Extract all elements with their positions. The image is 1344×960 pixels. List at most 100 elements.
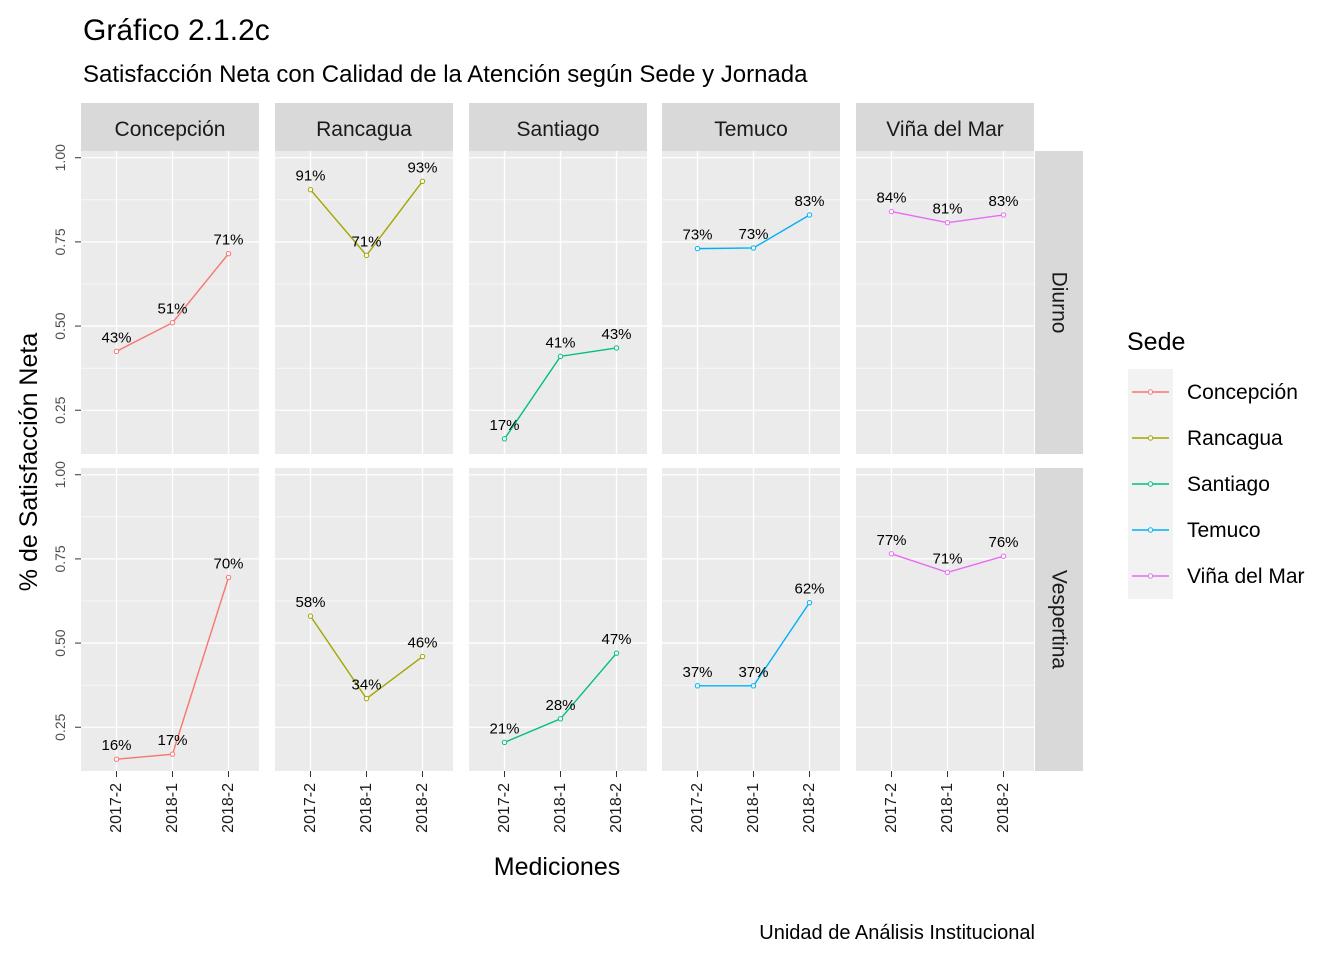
x-tick-label: 2017-2 (108, 783, 125, 833)
column-strip-label: Concepción (115, 118, 226, 141)
x-tick-label: 2018-1 (552, 783, 569, 833)
y-axis-row-2: 0.25 0.50 0.75 1.00 (52, 461, 81, 741)
data-label: 76% (988, 534, 1018, 551)
y-tick-label: 0.75 (52, 545, 68, 572)
legend-item-concepcion: Concepción (1128, 369, 1298, 415)
panel-temuco-diurno: 73% 73% 83% (662, 151, 840, 454)
panel-background (662, 468, 840, 771)
data-label: 37% (682, 664, 712, 681)
legend-item-rancagua: Rancagua (1128, 415, 1283, 461)
chart-caption: Unidad de Análisis Institucional (759, 922, 1035, 944)
data-label: 17% (157, 732, 187, 749)
column-strip-label: Viña del Mar (886, 118, 1004, 141)
facet-panels: Concepción Rancagua Santiago Temuco Viña del… (52, 103, 1083, 833)
panel-background (856, 468, 1034, 771)
panel-santiago-diurno: 17% 41% 43% (469, 151, 647, 454)
panel-background (275, 151, 453, 454)
data-point (557, 716, 564, 722)
panel-background (469, 151, 647, 454)
panel-temuco-vespertina: 37% 37% 62% (662, 468, 840, 771)
column-strip-rancagua: Rancagua (275, 103, 453, 151)
panel-concepcion-diurno: 43% 51% 71% (81, 151, 259, 454)
data-point (501, 739, 508, 746)
y-tick-label: 0.50 (52, 629, 68, 656)
x-tick-label: 2018-1 (939, 783, 956, 833)
data-label: 91% (295, 168, 325, 185)
x-tick-label: 2018-2 (414, 783, 431, 833)
data-point (113, 348, 120, 355)
legend-key-point (1147, 573, 1154, 579)
panel-background (856, 151, 1034, 454)
data-point (1000, 553, 1007, 559)
data-label: 51% (157, 301, 187, 318)
data-label: 37% (738, 664, 768, 681)
data-point (419, 178, 426, 185)
legend-label: Viña del Mar (1187, 565, 1305, 588)
x-tick-label: 2018-2 (995, 783, 1012, 833)
panel-background (81, 468, 259, 771)
x-tick-label: 2018-1 (358, 783, 375, 833)
data-point (888, 551, 895, 557)
legend-key-point (1147, 435, 1154, 441)
x-tick-label: 2018-2 (608, 783, 625, 833)
data-label: 21% (489, 720, 519, 737)
data-point (944, 220, 951, 226)
panel-santiago-vespertina: 21% 28% 47% (469, 468, 647, 771)
row-strip-label: Diurno (1048, 272, 1071, 334)
data-point (169, 320, 176, 326)
x-tick-label: 2017-2 (689, 783, 706, 833)
data-label: 77% (876, 532, 906, 549)
legend-item-vina-del-mar: Viña del Mar (1128, 553, 1305, 599)
data-point (888, 208, 895, 215)
panel-rancagua-vespertina: 58% 34% 46% (275, 468, 453, 771)
data-point (419, 653, 426, 660)
data-label: 71% (213, 232, 243, 249)
data-label: 71% (932, 550, 962, 567)
data-point (613, 345, 620, 351)
y-axis-row-1: 0.25 0.50 0.75 1.00 (52, 144, 81, 424)
panel-background (81, 151, 259, 454)
legend-title: Sede (1127, 328, 1185, 356)
column-strip-concepcion: Concepción (81, 103, 259, 151)
y-tick-label: 0.75 (52, 228, 68, 255)
legend-key-point (1147, 527, 1154, 533)
x-tick-label: 2018-2 (220, 783, 237, 833)
x-tick-label: 2017-2 (302, 783, 319, 833)
y-tick-label: 0.25 (52, 713, 68, 740)
y-tick-label: 0.25 (52, 396, 68, 423)
panel-background (662, 151, 840, 454)
data-label: 73% (682, 227, 712, 244)
x-tick-label: 2017-2 (883, 783, 900, 833)
column-strip-vina-del-mar: Viña del Mar (856, 103, 1034, 151)
data-point (806, 212, 813, 218)
data-point (225, 574, 232, 581)
data-label: 46% (407, 635, 437, 652)
panel-rancagua-diurno: 91% 71% 93% (275, 151, 453, 454)
panel-vina-del-mar-diurno: 84% 81% 83% (856, 151, 1034, 454)
x-axis-vina-del-mar: 2017-2 2018-1 2018-2 (883, 771, 1012, 833)
column-strip-label: Temuco (714, 118, 788, 141)
data-point (750, 683, 757, 689)
data-label: 28% (545, 697, 575, 714)
panel-vina-del-mar-vespertina: 77% 71% 76% (856, 468, 1034, 771)
data-point (694, 245, 701, 252)
data-point (363, 252, 370, 259)
data-label: 70% (213, 555, 243, 572)
x-tick-label: 2017-2 (496, 783, 513, 833)
column-strip-label: Rancagua (316, 118, 412, 141)
data-label: 73% (738, 226, 768, 243)
data-label: 34% (351, 677, 381, 694)
data-point (944, 569, 951, 576)
x-tick-label: 2018-2 (801, 783, 818, 833)
y-tick-label: 1.00 (52, 144, 68, 171)
legend-item-santiago: Santiago (1128, 461, 1270, 507)
x-axis-rancagua: 2017-2 2018-1 2018-2 (302, 771, 431, 833)
data-label: 17% (489, 417, 519, 434)
x-axis-temuco: 2017-2 2018-1 2018-2 (689, 771, 818, 833)
data-label: 41% (545, 334, 575, 351)
data-point (613, 650, 620, 656)
data-label: 16% (101, 737, 131, 754)
row-strip-vespertina: Vespertina (1035, 468, 1083, 771)
legend-label: Rancagua (1187, 427, 1283, 450)
